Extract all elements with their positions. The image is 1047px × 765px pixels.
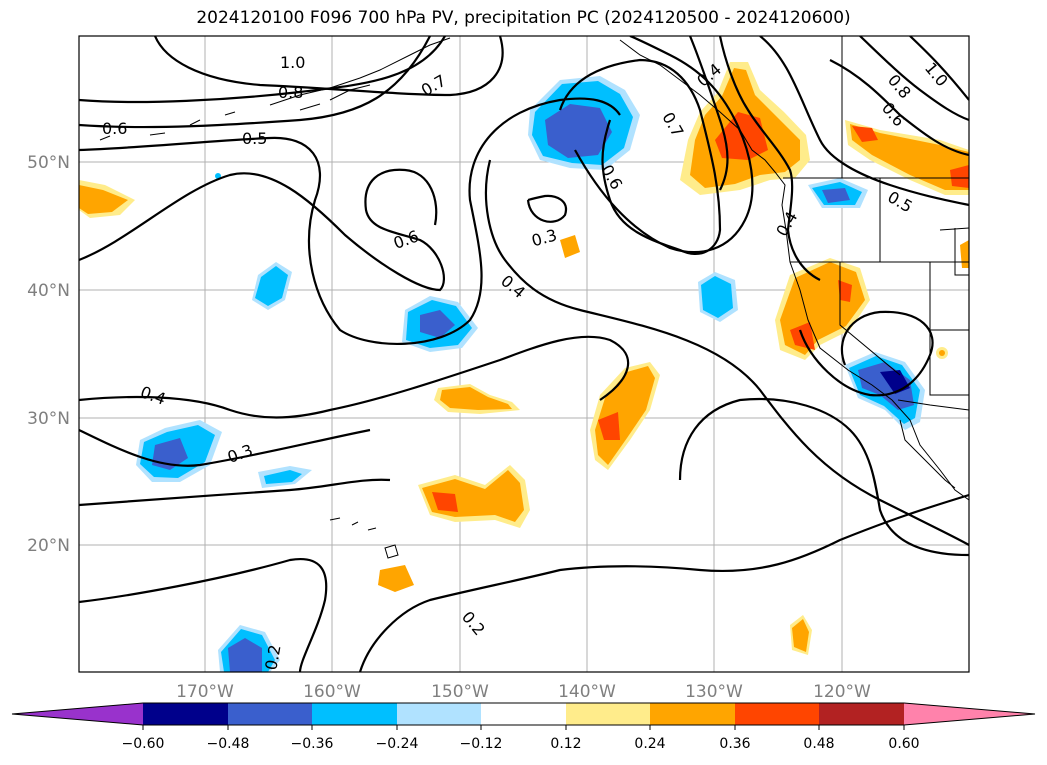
- pv-contour-0.2-south: [358, 493, 969, 672]
- precip-blob-bc-interior-core: [852, 126, 878, 142]
- colorbar-tick-label: −0.60: [122, 736, 165, 752]
- lon-label-130w: 130°W: [685, 682, 743, 702]
- colorbar-tick-marks: [142, 725, 905, 730]
- colorbar-tick-label: −0.24: [376, 736, 419, 752]
- hawaii-islands: [329, 517, 399, 559]
- colorbar-segment: [819, 703, 904, 725]
- lon-label-150w: 150°W: [431, 682, 489, 702]
- coastline-alaska-panhandle: [619, 39, 969, 501]
- contour-label: 0.5: [242, 129, 267, 148]
- precip-blob-bc-interior-fill: [850, 124, 969, 190]
- precip-blob-gulf-alaska-core: [545, 104, 612, 158]
- colorbar-segment: [735, 703, 819, 725]
- negative-precip-areas: [136, 76, 925, 672]
- pv-contour-0.5: [79, 97, 621, 346]
- colorbar-segment: [228, 703, 312, 725]
- colorbar-tick-label: −0.48: [207, 736, 250, 752]
- border-mexico: [897, 399, 969, 411]
- pv-contour-0.6-mid: [79, 168, 445, 292]
- lon-label-120w: 120°W: [813, 682, 871, 702]
- colorbar-tick-label: 0.12: [550, 736, 581, 752]
- map-area: [79, 36, 969, 672]
- precip-blob-24n-150w-core: [432, 492, 458, 512]
- colorbar-tick-label: 0.60: [888, 736, 919, 752]
- pv-contour-0.6-top: [79, 36, 431, 129]
- pv-contour-0.4-east: [484, 159, 969, 546]
- precip-blob-38n-155w-core: [420, 310, 455, 338]
- pv-contour-0.3-east: [678, 397, 969, 557]
- pv-contour-1.0-east: [909, 36, 969, 101]
- colorbar-segment: [397, 703, 481, 725]
- precip-blob-west-edge-fill: [79, 185, 128, 214]
- colorbar-tick-label: −0.12: [460, 736, 503, 752]
- lat-label-30n: 30°N: [27, 409, 70, 429]
- lon-label-160w: 160°W: [303, 682, 361, 702]
- pv-contour-0.5-coast: [759, 36, 969, 207]
- colorbar-segment: [566, 703, 650, 725]
- colorbar-left-extension: [12, 703, 143, 725]
- coastlines: [99, 36, 969, 559]
- precip-blob-california-core-2: [838, 280, 852, 302]
- precip-blob-40n-140w-core: [598, 412, 620, 440]
- pv-contours: [79, 36, 969, 672]
- pv-contour-0.4-coast: [718, 36, 821, 281]
- border-states-1: [790, 36, 969, 396]
- aleutian-islands: [99, 111, 236, 141]
- border-east: [939, 227, 969, 276]
- colorbar-tick-label: 0.48: [803, 736, 834, 752]
- pv-contour-0.3-loop: [526, 194, 568, 223]
- pv-contour-0.8-east: [859, 36, 969, 122]
- contour-label: 1.0: [280, 53, 305, 72]
- colorbar: −0.60 −0.48 −0.36 −0.24 −0.12 0.12 0.24 …: [11, 702, 1036, 752]
- contour-label: 0.6: [102, 119, 127, 138]
- map-title: 2024120100 F096 700 hPa PV, precipitatio…: [196, 8, 851, 28]
- lon-label-140w: 140°W: [558, 682, 616, 702]
- colorbar-tick-label: −0.36: [291, 736, 334, 752]
- colorbar-segment: [650, 703, 735, 725]
- map-frame: [78, 35, 970, 673]
- precip-blob-40n-140w-fill: [595, 366, 655, 465]
- colorbar-segment: [312, 703, 397, 725]
- pv-contour-0.3-south: [79, 478, 391, 507]
- pv-contour-0.6-east: [829, 59, 969, 157]
- precip-blob-small-42n: [560, 235, 580, 258]
- pv-contour-0.4-california: [798, 310, 934, 397]
- contour-label: 0.2: [261, 643, 284, 671]
- precip-blob-south-fill: [792, 619, 809, 652]
- precip-blob-31n-150w-fill: [440, 387, 512, 410]
- pv-contour-0.8-ridge: [688, 36, 729, 191]
- precip-blob-east-edge-core: [950, 165, 969, 188]
- pv-contour-1.0: [153, 36, 504, 97]
- longitude-labels: 170°W 160°W 150°W 140°W 130°W 120°W: [176, 682, 871, 702]
- latitude-labels: 50°N 40°N 30°N 20°N: [27, 153, 70, 556]
- coastline-baja: [899, 419, 956, 489]
- colorbar-segment: [143, 703, 228, 725]
- precip-blob-hawaii: [378, 565, 414, 592]
- pv-contour-0.6-ridge: [574, 36, 754, 254]
- pv-contour-0.3-west: [79, 428, 371, 467]
- lat-label-50n: 50°N: [27, 153, 70, 173]
- colorbar-segment: [481, 703, 566, 725]
- lon-label-170w: 170°W: [176, 682, 234, 702]
- precip-blob-east-edge-2: [960, 240, 969, 268]
- lat-label-40n: 40°N: [27, 281, 70, 301]
- colorbar-tick-label: 0.24: [634, 736, 665, 752]
- pv-contour-0.2: [79, 557, 328, 672]
- lat-label-20n: 20°N: [27, 536, 70, 556]
- colorbar-tick-label: 0.36: [719, 736, 750, 752]
- contour-label: 0.8: [278, 83, 303, 102]
- colorbar-right-extension: [904, 703, 1035, 725]
- pv-contour-0.4-west: [79, 335, 630, 419]
